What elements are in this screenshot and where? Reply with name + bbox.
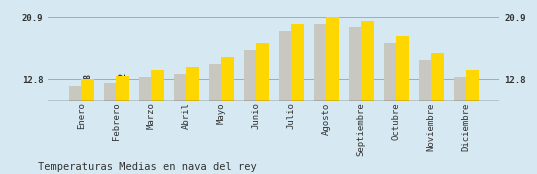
Bar — [466, 70, 479, 174]
Bar — [139, 77, 152, 174]
Text: 17.6: 17.6 — [258, 61, 267, 81]
Bar — [279, 31, 292, 174]
Bar — [431, 53, 444, 174]
Text: 20.9: 20.9 — [328, 52, 337, 72]
Bar — [349, 27, 362, 174]
Text: 14.4: 14.4 — [188, 69, 197, 89]
Bar — [314, 24, 327, 174]
Bar — [174, 74, 187, 174]
Text: 13.2: 13.2 — [118, 72, 127, 92]
Text: 12.8: 12.8 — [83, 73, 92, 93]
Bar — [221, 57, 234, 174]
Bar — [384, 43, 397, 174]
Bar — [81, 80, 94, 174]
Bar — [104, 83, 117, 174]
Bar — [115, 76, 129, 174]
Text: Temperaturas Medias en nava del rey: Temperaturas Medias en nava del rey — [38, 162, 256, 172]
Bar — [209, 64, 222, 174]
Bar — [186, 67, 199, 174]
Bar — [151, 70, 164, 174]
Bar — [325, 17, 339, 174]
Bar — [454, 77, 467, 174]
Bar — [244, 50, 257, 174]
Text: 14.0: 14.0 — [468, 70, 477, 90]
Text: 20.5: 20.5 — [363, 53, 372, 73]
Text: 20.0: 20.0 — [293, 54, 302, 74]
Bar — [361, 21, 374, 174]
Bar — [396, 36, 409, 174]
Bar — [419, 60, 432, 174]
Bar — [291, 24, 304, 174]
Text: 16.3: 16.3 — [433, 64, 442, 84]
Text: 15.7: 15.7 — [223, 66, 232, 86]
Text: 14.0: 14.0 — [153, 70, 162, 90]
Bar — [256, 43, 269, 174]
Text: 18.5: 18.5 — [398, 58, 407, 78]
Bar — [69, 86, 82, 174]
